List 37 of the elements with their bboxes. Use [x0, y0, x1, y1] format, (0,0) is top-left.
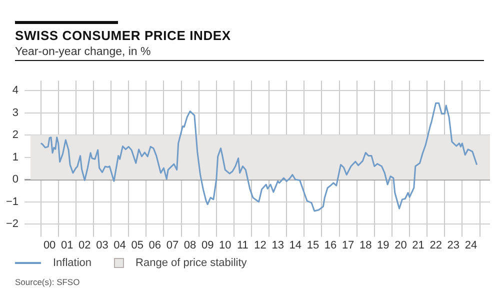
x-tick-label: 14 — [289, 239, 302, 252]
y-tick-label: 1 — [12, 151, 19, 164]
chart-title: SWISS CONSUMER PRICE INDEX — [15, 28, 231, 43]
x-tick-label: 23 — [447, 239, 460, 252]
x-tick-label: 07 — [166, 239, 179, 252]
x-tick-label: 19 — [377, 239, 390, 252]
x-tick-label: 16 — [324, 239, 337, 252]
x-tick-label: 12 — [254, 239, 266, 252]
y-tick-label: −2 — [6, 218, 19, 230]
chart-subtitle: Year-on-year change, in % — [15, 46, 484, 61]
y-tick-label: 3 — [12, 106, 19, 119]
x-tick-label: 03 — [96, 239, 108, 252]
x-tick-label: 18 — [360, 239, 372, 252]
y-tick-label: −1 — [6, 196, 19, 208]
x-tick-label: 24 — [464, 239, 478, 252]
legend-label: Range of price stability — [136, 257, 247, 269]
y-tick-label: 0 — [12, 174, 19, 186]
x-tick-label: 02 — [78, 239, 91, 252]
x-tick-label: 15 — [306, 239, 320, 252]
x-tick-label: 13 — [272, 239, 284, 252]
x-tick-label: 01 — [61, 239, 74, 252]
y-tick-label: 4 — [12, 84, 19, 97]
x-tick-label: 10 — [219, 239, 232, 252]
x-tick-label: 08 — [184, 239, 196, 252]
x-tick-label: 04 — [114, 239, 126, 252]
x-tick-label: 06 — [148, 239, 162, 252]
x-tick-label: 05 — [131, 239, 144, 252]
x-tick-label: 20 — [394, 239, 407, 252]
x-tick-label: 22 — [430, 239, 442, 252]
x-tick-label: 11 — [237, 239, 248, 252]
x-tick-label: 17 — [342, 239, 354, 252]
legend-label: Inflation — [53, 257, 92, 269]
y-tick-label: 2 — [12, 129, 19, 142]
x-tick-label: 00 — [43, 239, 56, 252]
x-tick-label: 09 — [201, 239, 214, 252]
source-note: Source(s): SFSO — [15, 277, 80, 287]
x-tick-label: 21 — [412, 239, 424, 252]
